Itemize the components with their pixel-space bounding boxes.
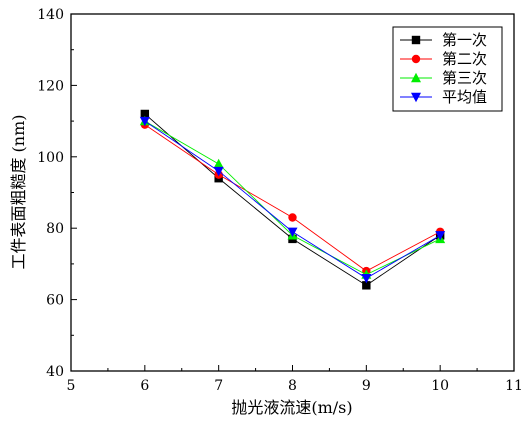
x-axis-title: 抛光液流速(m/s): [231, 398, 352, 417]
legend-marker: [411, 54, 421, 64]
legend-entry: 第三次: [400, 69, 487, 87]
data-point: [288, 213, 297, 222]
y-tick-label: 120: [37, 78, 64, 94]
y-tick-label: 60: [46, 293, 64, 309]
data-point: [362, 281, 371, 290]
x-tick-label: 8: [288, 378, 297, 394]
legend-entry: 第一次: [400, 31, 487, 49]
legend-entry: 平均值: [400, 88, 487, 106]
legend-label: 第三次: [442, 69, 487, 87]
y-tick-label: 100: [37, 150, 64, 166]
ticks-layer: 5 6 7 8 9 10 11 40 60 80 100 120 140: [37, 7, 523, 394]
legend-marker: [411, 72, 421, 83]
data-point: [361, 273, 372, 284]
legend-label: 平均值: [442, 88, 487, 106]
series-layer: [139, 109, 446, 290]
x-tick-label: 11: [505, 378, 523, 394]
plot-frame: [70, 13, 515, 372]
x-tick-label: 9: [362, 378, 371, 394]
x-tick-label: 7: [214, 378, 223, 394]
y-tick-label: 140: [37, 7, 64, 23]
legend-label: 第一次: [442, 31, 487, 49]
data-point: [140, 109, 150, 119]
data-point: [435, 231, 446, 241]
x-tick-label: 6: [140, 378, 149, 394]
y-tick-label: 80: [46, 221, 64, 237]
data-point: [213, 166, 224, 177]
legend-marker: [411, 92, 421, 103]
data-point: [213, 158, 224, 169]
series-4: [139, 116, 446, 284]
legend-marker: [411, 35, 421, 45]
data-point: [287, 227, 298, 237]
legend-label: 第二次: [442, 50, 487, 68]
y-tick-label: 40: [46, 364, 64, 380]
data-point: [139, 116, 150, 127]
x-tick-label: 5: [67, 378, 76, 394]
legend-entry: 第二次: [400, 50, 487, 68]
x-tick-label: 10: [431, 378, 449, 394]
y-axis-title: 工件表面粗糙度 (nm): [9, 114, 28, 269]
